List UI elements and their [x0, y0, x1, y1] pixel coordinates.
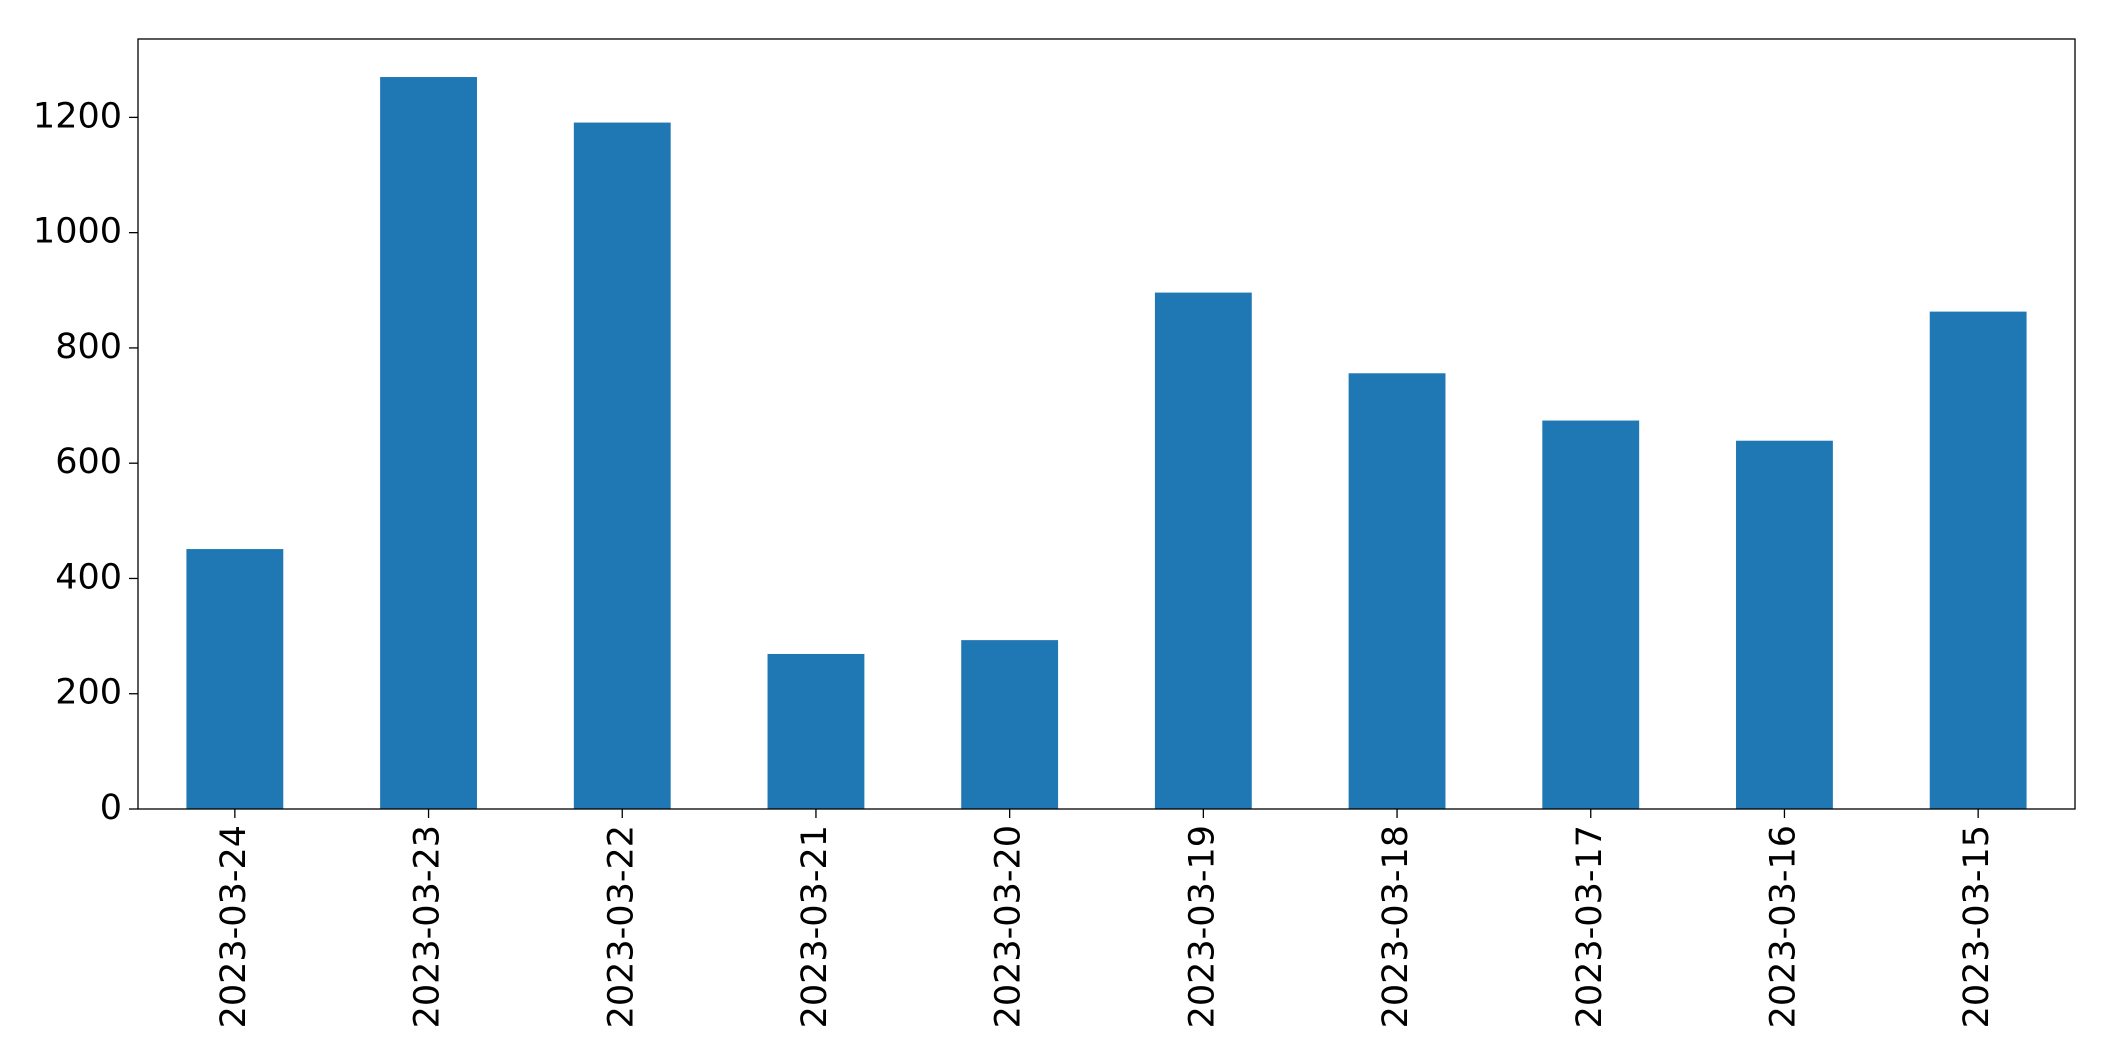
x-tick-label: 2023-03-18: [1376, 825, 1416, 1028]
x-tick-label: 2023-03-19: [1182, 825, 1222, 1028]
y-tick-label: 1000: [33, 212, 122, 252]
plot-frame: [137, 38, 2076, 810]
bar: [186, 549, 284, 809]
y-tick-label: 200: [55, 673, 122, 713]
bar: [1929, 311, 2027, 809]
x-tick-label: 2023-03-15: [1957, 825, 1997, 1028]
x-tick-label: 2023-03-23: [408, 825, 448, 1028]
y-tick-label: 800: [55, 327, 122, 367]
bar: [1736, 440, 1833, 809]
bar: [1542, 420, 1640, 809]
y-tick-label: 1200: [33, 96, 122, 136]
y-tick-label: 400: [55, 557, 122, 597]
x-tick-label: 2023-03-22: [601, 825, 641, 1028]
bar: [1348, 373, 1446, 809]
bar: [573, 122, 671, 809]
bar: [767, 653, 865, 809]
x-tick-label: 2023-03-20: [989, 825, 1029, 1028]
bar: [961, 640, 1059, 809]
x-tick-label: 2023-03-17: [1570, 825, 1610, 1028]
y-tick-label: 600: [55, 442, 122, 482]
x-tick-label: 2023-03-16: [1763, 825, 1803, 1028]
x-tick-label: 2023-03-24: [214, 825, 254, 1028]
x-tick-label: 2023-03-21: [795, 825, 835, 1028]
y-tick-label: 0: [100, 788, 122, 828]
bar: [1154, 292, 1252, 810]
bar: [380, 77, 477, 809]
